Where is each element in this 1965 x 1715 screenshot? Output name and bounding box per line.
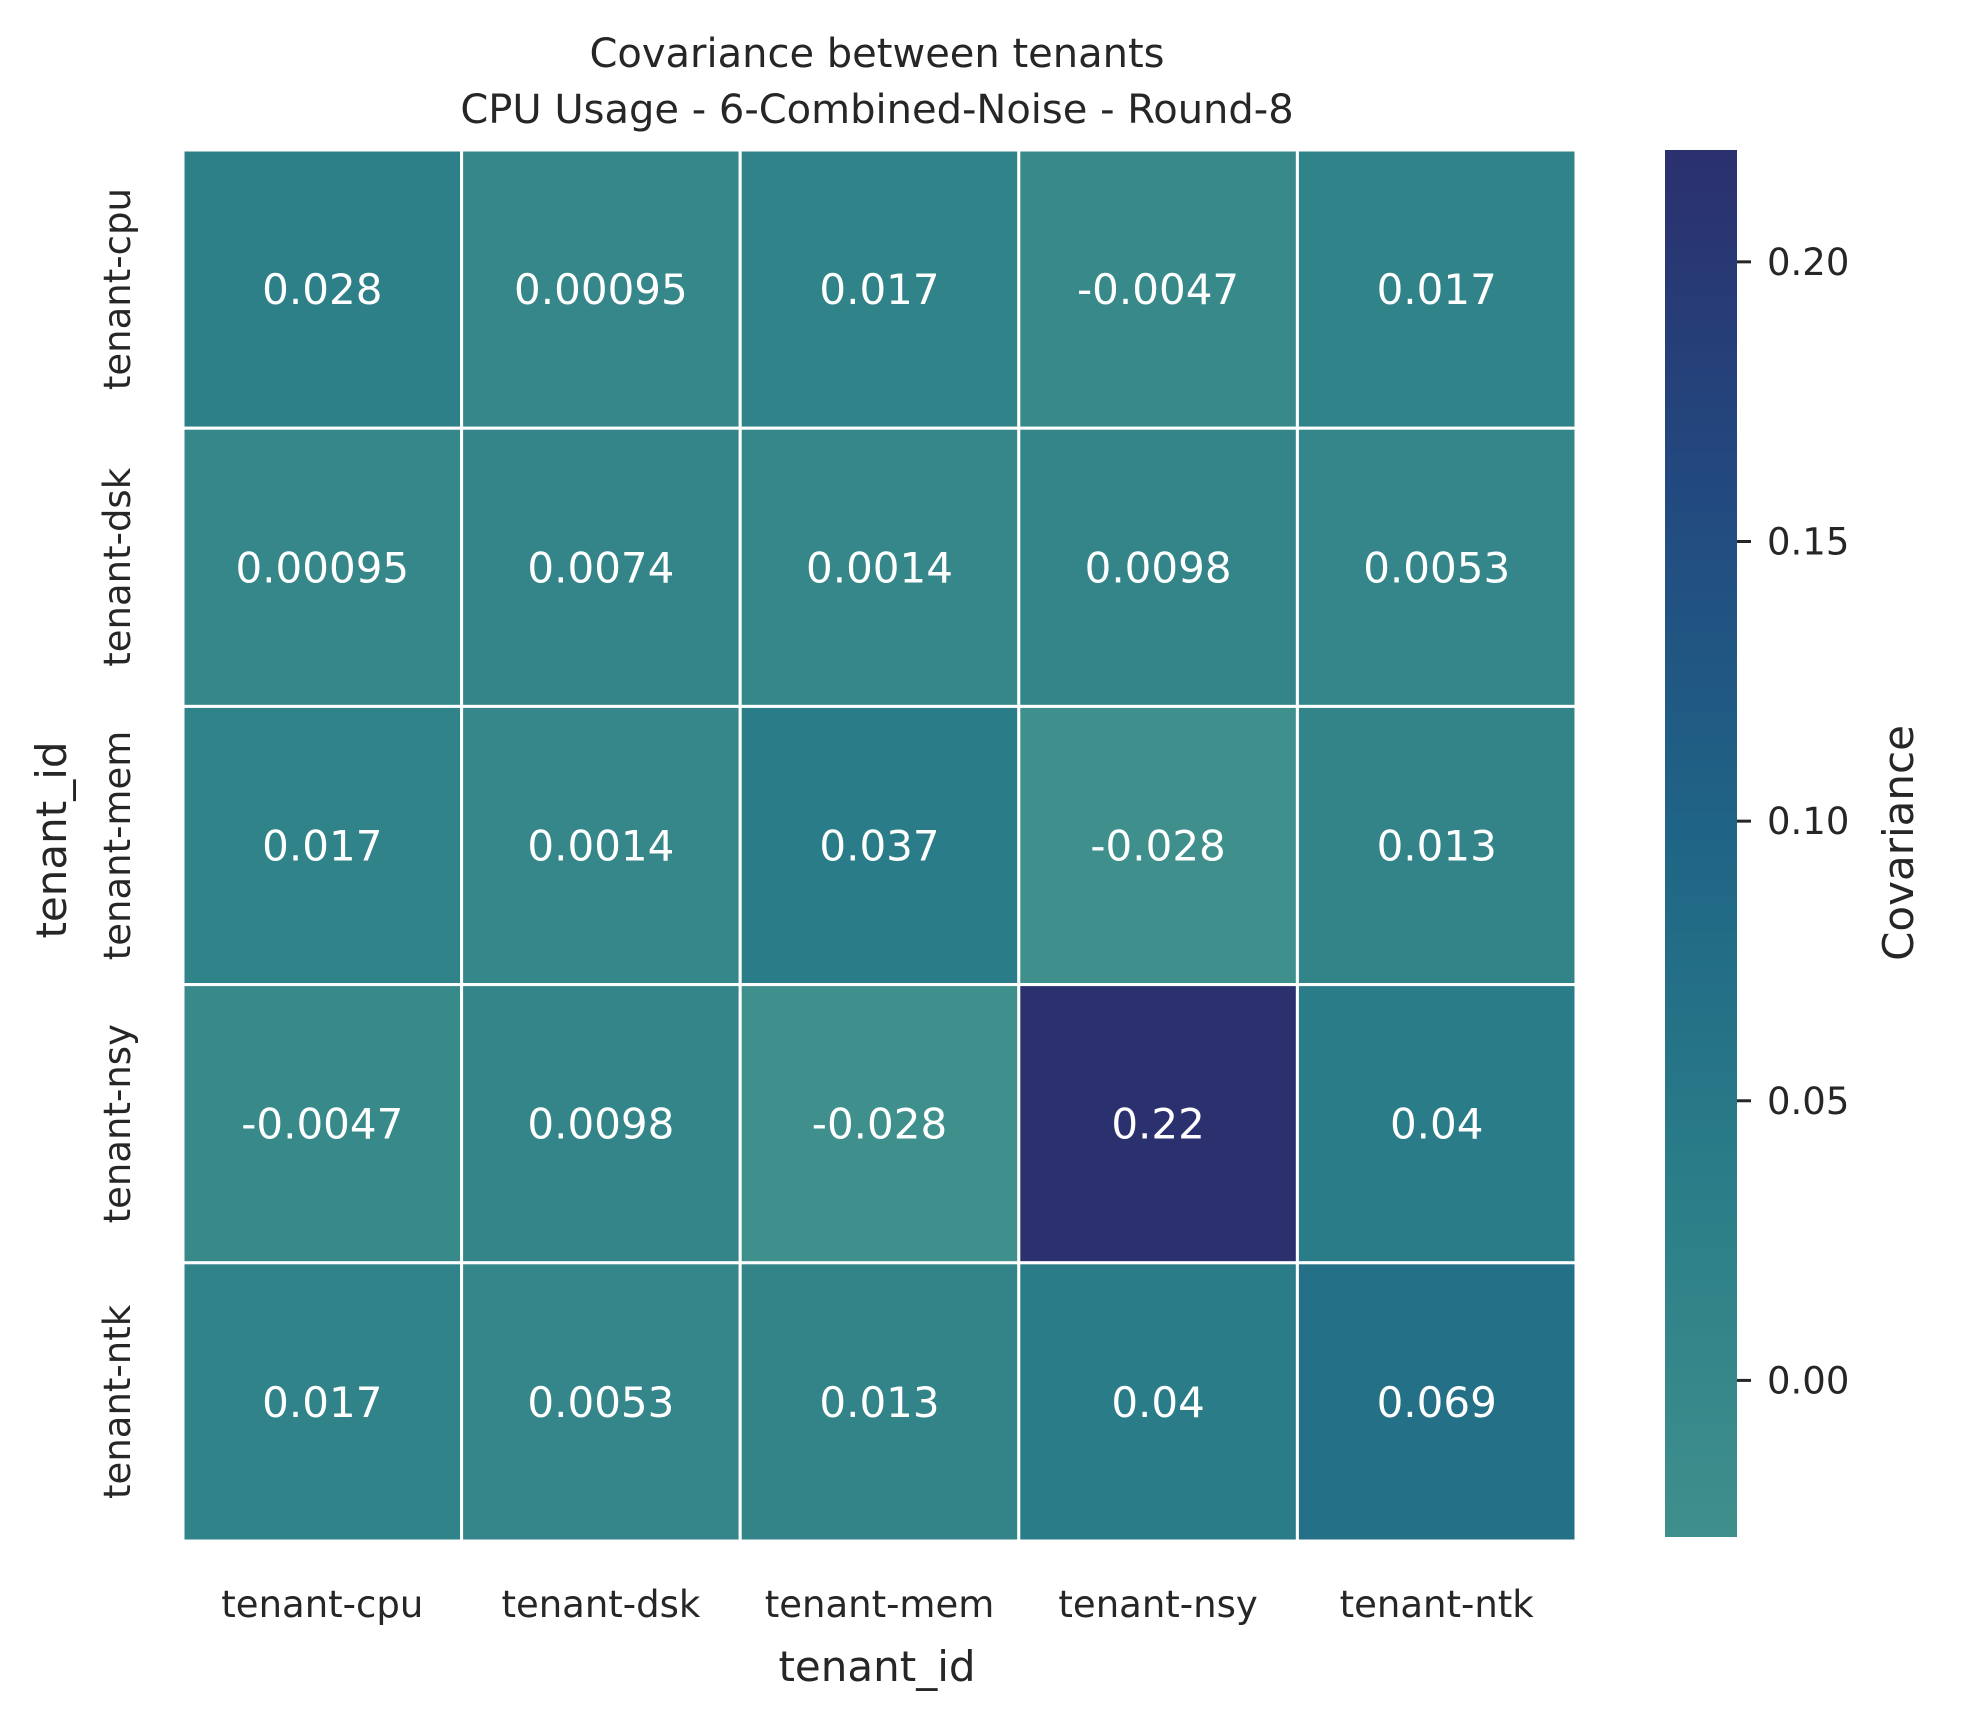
y-tick-label: tenant-dsk [96,467,139,666]
heatmap-cell [738,148,1021,430]
cell-value-label: 0.0074 [527,543,674,592]
colorbar-tick-label: 0.10 [1767,800,1849,843]
y-tick-label: tenant-mem [96,731,139,961]
colorbar-ticks: 0.00 0.05 0.10 0.15 0.20 [1737,241,1849,1402]
heatmap-cell [1295,983,1578,1265]
cell-value-label: 0.04 [1111,1378,1205,1427]
heatmap-cell [738,983,1021,1265]
cell-value-label: 0.00095 [514,265,688,314]
chart-subtitle: CPU Usage - 6-Combined-Noise - Round-8 [460,87,1293,133]
cell-value-label: 0.0098 [527,1100,674,1149]
y-tick-labels: tenant-cpu tenant-dsk tenant-mem tenant-nsy… [96,188,139,1499]
heatmap-cell [738,704,1021,987]
heatmap-cell [181,426,464,708]
cell-value-label: 0.013 [819,1378,939,1427]
heatmap-cell [460,148,742,430]
cell-value-label: 0.017 [262,822,382,871]
heatmap-cell [181,1261,464,1543]
x-axis-label: tenant_id [778,1642,975,1691]
x-tick-label: tenant-dsk [501,1583,700,1626]
heatmap-cell [738,426,1021,708]
colorbar-tick-label: 0.00 [1767,1359,1849,1402]
heatmap-cell [1295,426,1578,708]
heatmap-cell [181,148,464,430]
heatmap-cell [1295,148,1578,430]
heatmap-cell [1017,148,1299,430]
cell-value-label: 0.028 [262,265,382,314]
colorbar-label: Covariance [1874,725,1923,961]
colorbar-tick-label: 0.15 [1767,520,1849,563]
cell-value-label: 0.0053 [1363,543,1510,592]
y-axis-label: tenant_id [27,741,76,938]
y-tick-label: tenant-ntk [96,1304,139,1499]
heatmap-cell [738,1261,1021,1543]
x-tick-labels: tenant-cpu tenant-dsk tenant-mem tenant-nsy… [221,1583,1534,1626]
heatmap-cell [460,983,742,1265]
heatmap-cells: 0.028 0.00095 0.017 -0.0047 0.017 0.00095 0.00… [181,148,1578,1543]
cell-value-label: 0.069 [1377,1378,1497,1427]
cell-value-label: 0.017 [819,265,939,314]
cell-value-label: 0.22 [1111,1100,1205,1149]
heatmap-cell [1295,704,1578,987]
cell-value-label: 0.017 [1377,265,1497,314]
x-tick-label: tenant-nsy [1058,1583,1257,1626]
cell-value-label: 0.013 [1377,822,1497,871]
cell-value-label: 0.037 [819,822,939,871]
cell-value-label: 0.0014 [527,822,674,871]
y-tick-label: tenant-cpu [96,188,139,390]
cell-value-label: 0.0098 [1085,543,1232,592]
colorbar-tick-label: 0.05 [1767,1080,1849,1123]
x-tick-label: tenant-cpu [221,1583,423,1626]
cell-value-label: -0.028 [1090,822,1225,871]
cell-value-label: 0.0053 [527,1378,674,1427]
heatmap-cell [460,1261,742,1543]
colorbar [1665,150,1737,1537]
x-tick-label: tenant-ntk [1340,1583,1535,1626]
heatmap-cell [181,983,464,1265]
x-tick-label: tenant-mem [765,1583,995,1626]
cell-value-label: 0.00095 [235,543,409,592]
cell-value-label: 0.017 [262,1378,382,1427]
heatmap-cell [1017,983,1299,1265]
colorbar-tick-label: 0.20 [1767,241,1849,284]
cell-value-label: -0.0047 [1077,265,1239,314]
heatmap-cell [460,704,742,987]
y-tick-label: tenant-nsy [96,1024,139,1223]
heatmap-cell [1017,704,1299,987]
heatmap-cell [1295,1261,1578,1543]
cell-value-label: 0.04 [1390,1100,1484,1149]
cell-value-label: 0.0014 [806,543,953,592]
cell-value-label: -0.0047 [241,1100,403,1149]
cell-value-label: -0.028 [812,1100,947,1149]
chart-title: Covariance between tenants [589,31,1164,77]
